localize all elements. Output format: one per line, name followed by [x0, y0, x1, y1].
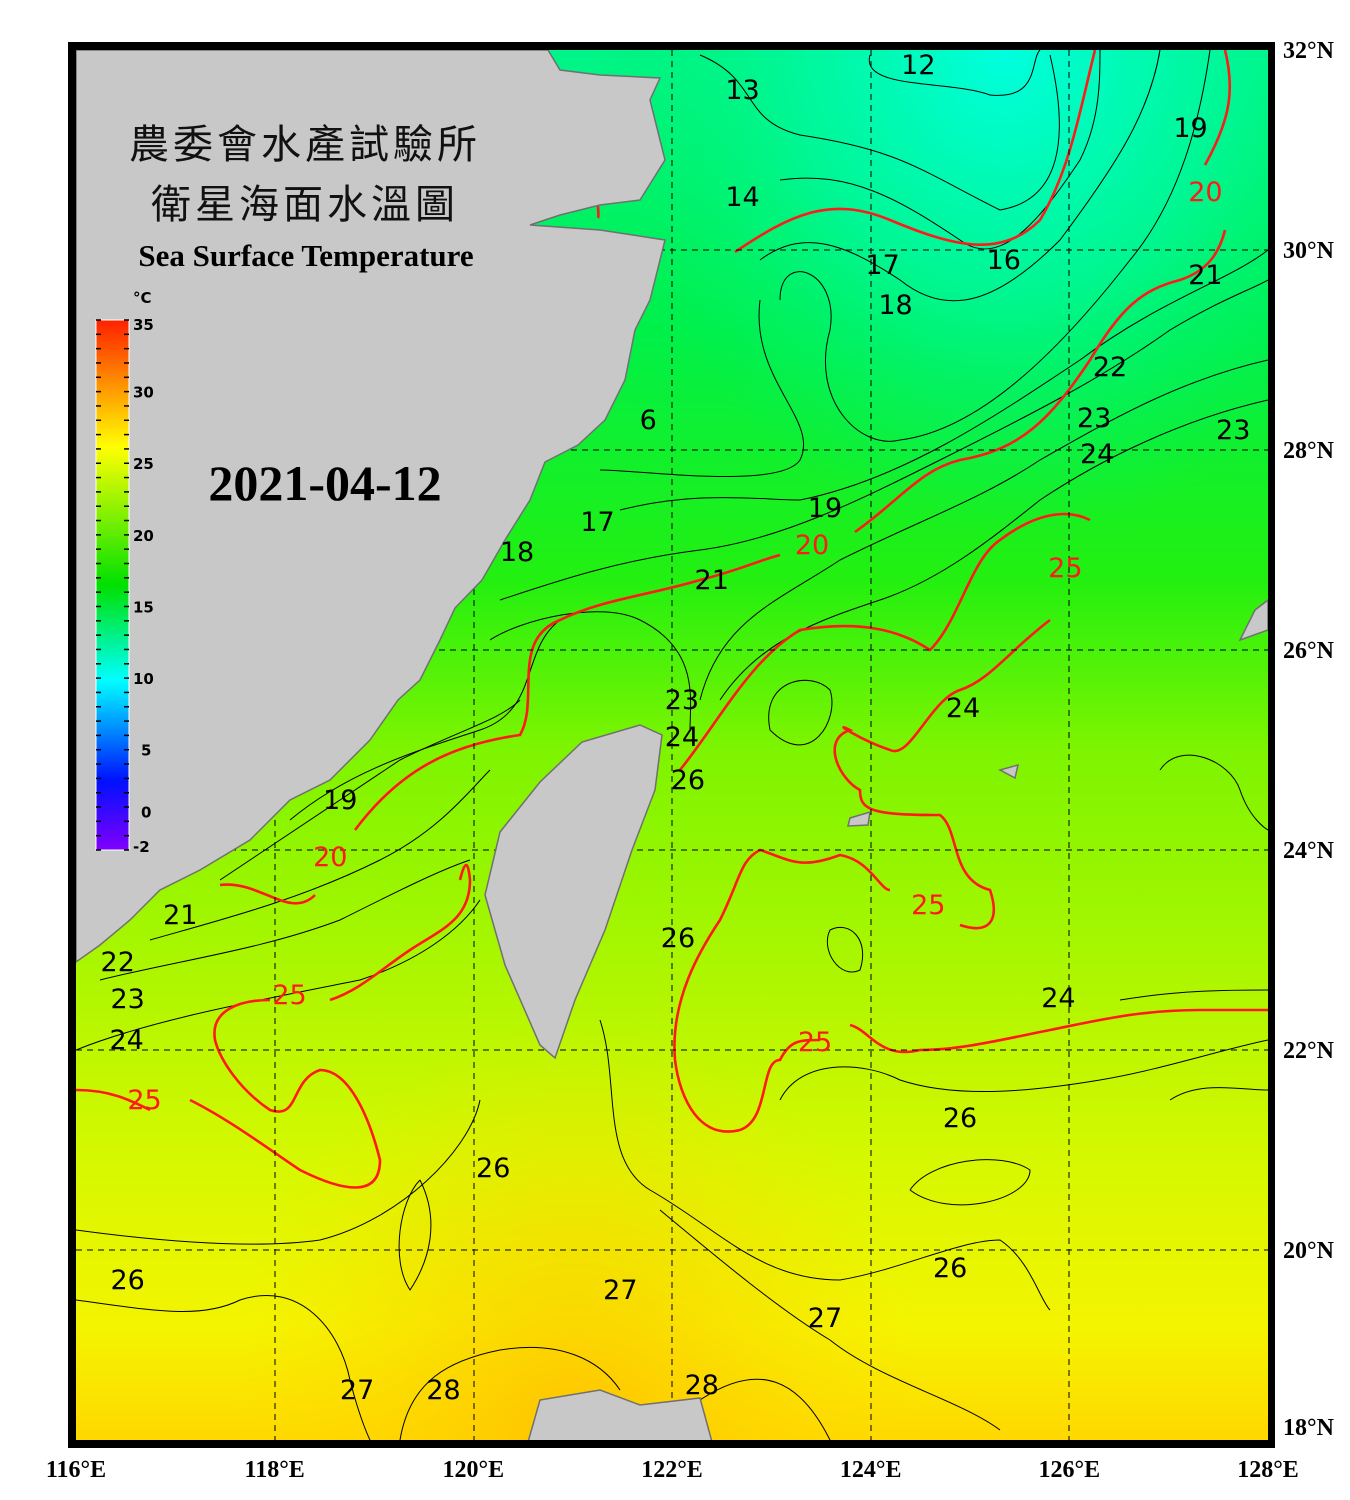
longitude-label: 120°E	[443, 1457, 505, 1483]
contour-label: 24	[946, 693, 980, 724]
contour-label: 27	[340, 1375, 374, 1406]
latitude-label: 20°N	[1283, 1238, 1335, 1264]
colorbar-scale	[95, 319, 130, 851]
contour-label: 24	[1080, 439, 1114, 470]
colorbar-label: -2	[133, 838, 150, 856]
contour-labels: 12 13 14 16 17 18 19 20 21 22 23 24 23 6 17 18 19 20 21 25 2…	[101, 50, 1251, 1406]
contour-label: 22	[1093, 352, 1127, 383]
latitude-label: 18°N	[1283, 1415, 1335, 1441]
contour-label: 27	[808, 1303, 842, 1334]
colorbar-label: 20	[133, 527, 154, 545]
contour-label: 26	[476, 1153, 510, 1184]
colorbar-label: 0	[141, 803, 151, 821]
title-english: Sea Surface Temperature	[138, 238, 473, 273]
longitude-labels: 116°E 118°E 120°E 122°E 124°E 126°E 128°E	[46, 1457, 1299, 1483]
longitude-label: 128°E	[1237, 1457, 1299, 1483]
longitude-label: 122°E	[641, 1457, 703, 1483]
colorbar-label: 15	[133, 598, 154, 616]
latitude-label: 30°N	[1283, 238, 1335, 264]
contour-label: 25	[798, 1027, 832, 1058]
contour-label: 24	[109, 1025, 143, 1056]
latitude-label: 28°N	[1283, 438, 1335, 464]
taiwan	[484, 724, 663, 1060]
contour-label: 25	[1048, 553, 1082, 584]
title-chinese-line2: 衛星海面水溫圖	[151, 182, 459, 228]
contour-label: 6	[640, 405, 657, 436]
contour-label: 24	[1041, 983, 1075, 1014]
contour-label: 23	[110, 984, 144, 1015]
contour-label: 18	[878, 290, 912, 321]
island	[997, 763, 1020, 780]
longitude-label: 126°E	[1039, 1457, 1101, 1483]
longitude-label: 124°E	[840, 1457, 902, 1483]
latitude-label: 22°N	[1283, 1038, 1335, 1064]
latitude-labels: 32°N 30°N 28°N 26°N 24°N 22°N 20°N 18°N	[1283, 38, 1335, 1441]
contour-label: 18	[500, 537, 534, 568]
contour-label: 25	[911, 890, 945, 921]
contour-label: 26	[933, 1253, 967, 1284]
contour-label: 22	[101, 947, 135, 978]
island	[847, 810, 871, 827]
highlight-contours	[76, 50, 1268, 1189]
island	[1238, 599, 1268, 642]
contour-label: 26	[943, 1103, 977, 1134]
contour-label: 19	[1173, 113, 1207, 144]
contour-label: 21	[1188, 260, 1222, 291]
contour-label: 23	[665, 685, 699, 716]
contour-label: 19	[808, 493, 842, 524]
contour-label: 21	[163, 900, 197, 931]
contour-label: 25	[272, 980, 306, 1011]
colorbar-label: 35	[133, 316, 154, 334]
contour-label: 20	[1188, 177, 1222, 208]
map-date: 2021-04-12	[208, 455, 441, 511]
land	[76, 50, 1268, 1440]
colorbar: °C 35 30 25 20 15 10 5 0 -2	[95, 289, 154, 856]
contour-label: 23	[1077, 403, 1111, 434]
colorbar-label: 5	[141, 742, 151, 760]
contour-label: 14	[725, 182, 759, 213]
contour-label: 16	[987, 245, 1021, 276]
title-chinese-line1: 農委會水產試驗所	[129, 122, 481, 168]
longitude-label: 118°E	[245, 1457, 305, 1483]
contour-label: 17	[865, 250, 899, 281]
colorbar-label: 10	[133, 670, 154, 688]
contour-label: 23	[1216, 415, 1250, 446]
contour-label: 26	[671, 765, 705, 796]
contour-label: 26	[110, 1265, 144, 1296]
contour-label: 13	[725, 75, 759, 106]
luzon	[527, 1389, 713, 1440]
contour-label: 25	[127, 1085, 161, 1116]
contour-label: 20	[795, 530, 829, 561]
colorbar-label: 30	[133, 384, 154, 402]
latitude-label: 26°N	[1283, 638, 1335, 664]
longitude-label: 116°E	[46, 1457, 106, 1483]
contours	[76, 50, 1268, 1440]
contour-label: 21	[695, 565, 729, 596]
colorbar-label: 25	[133, 455, 154, 473]
contour-label: 19	[323, 785, 357, 816]
latitude-label: 32°N	[1283, 38, 1335, 64]
contour-label: 20	[313, 842, 347, 873]
contour-label: 28	[685, 1370, 719, 1401]
contour-label: 28	[426, 1375, 460, 1406]
contour-label: 26	[661, 923, 695, 954]
latitude-label: 24°N	[1283, 838, 1335, 864]
contour-label: 17	[580, 507, 614, 538]
colorbar-unit: °C	[133, 289, 152, 307]
contour-label: 24	[665, 722, 699, 753]
mainland-china	[76, 50, 666, 963]
contour-label: 12	[901, 50, 935, 81]
contour-label: 27	[603, 1275, 637, 1306]
